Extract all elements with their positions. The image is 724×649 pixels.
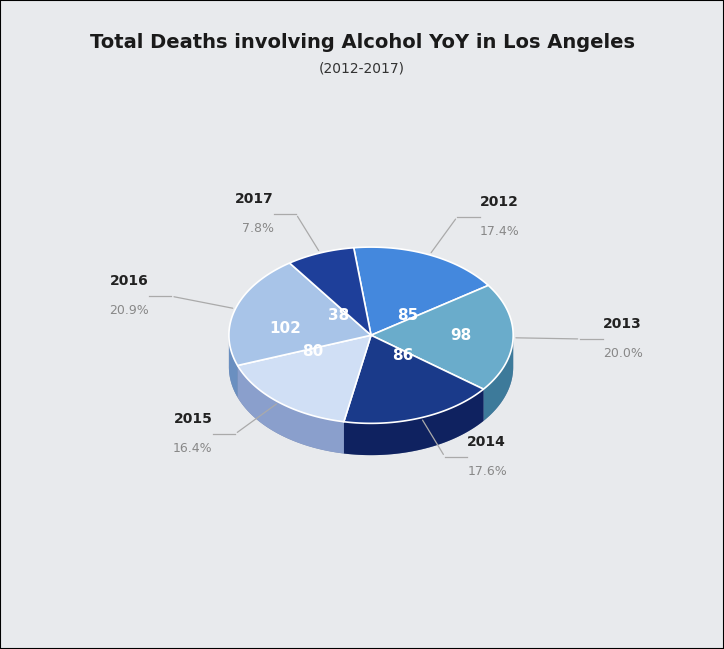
Text: 80: 80 [302,344,324,359]
Text: 16.4%: 16.4% [173,442,213,455]
Text: 86: 86 [392,347,413,363]
Text: Total Deaths involving Alcohol YoY in Los Angeles: Total Deaths involving Alcohol YoY in Lo… [90,32,634,52]
PathPatch shape [229,263,371,365]
Text: 2017: 2017 [235,191,274,206]
Text: 20.0%: 20.0% [603,347,643,360]
Text: 2016: 2016 [110,274,149,288]
Text: 102: 102 [269,321,301,336]
PathPatch shape [344,336,484,423]
Text: 20.9%: 20.9% [109,304,149,317]
Polygon shape [229,336,513,455]
Text: 7.8%: 7.8% [242,222,274,235]
Text: 17.4%: 17.4% [480,225,519,238]
Text: 38: 38 [328,308,350,323]
PathPatch shape [371,286,513,389]
Polygon shape [344,389,484,455]
Text: 17.6%: 17.6% [467,465,507,478]
Text: 2014: 2014 [467,435,506,448]
PathPatch shape [237,336,371,422]
Text: (2012-2017): (2012-2017) [319,61,405,75]
PathPatch shape [290,248,371,336]
PathPatch shape [354,247,488,336]
Polygon shape [237,365,344,454]
Text: 98: 98 [450,328,471,343]
Text: 2012: 2012 [480,195,518,208]
Text: 2013: 2013 [603,317,641,331]
Text: 2015: 2015 [174,411,213,426]
Polygon shape [484,334,513,421]
Polygon shape [229,334,237,397]
Text: 85: 85 [397,308,418,323]
